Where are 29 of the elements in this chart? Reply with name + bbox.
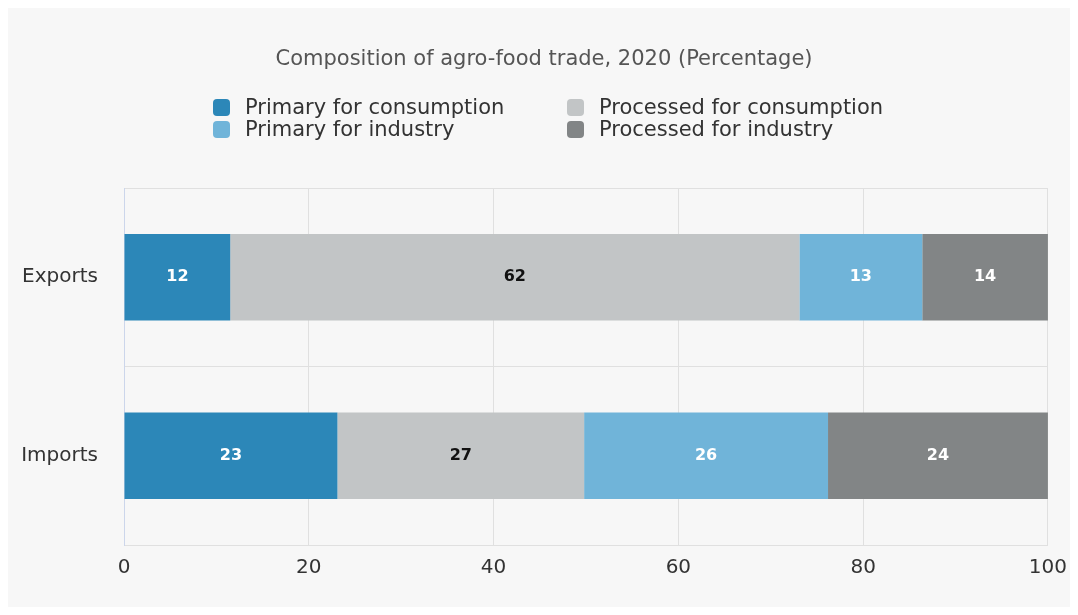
x-tick-label: 0	[117, 554, 131, 579]
legend-label: Primary for consumption	[245, 95, 505, 119]
legend-label: Processed for industry	[599, 117, 834, 141]
data-label: 12	[166, 266, 189, 286]
data-label: 26	[694, 444, 718, 464]
data-label: 23	[219, 444, 243, 464]
bar	[337, 412, 585, 500]
data-label: 14	[973, 266, 997, 286]
x-tick-label: 40	[480, 554, 507, 579]
y-tick-label: Imports	[21, 441, 98, 466]
legend-label: Primary for industry	[245, 117, 455, 141]
bar	[230, 233, 800, 321]
x-tick-label: 80	[850, 554, 876, 579]
data-label: 62	[503, 266, 526, 286]
bar	[828, 412, 1048, 500]
legend-label: Processed for consumption	[599, 95, 884, 119]
x-tick-label: 100	[1028, 554, 1068, 579]
data-label: 24	[926, 444, 950, 464]
x-tick-label: 20	[296, 554, 322, 579]
data-label: 13	[849, 266, 872, 286]
bar	[799, 233, 923, 321]
y-tick-label: Exports	[22, 263, 98, 288]
bar	[124, 233, 231, 321]
bar	[584, 412, 829, 500]
bar	[124, 412, 338, 500]
bar	[922, 233, 1048, 321]
x-tick-label: 60	[665, 554, 692, 579]
chart-title: Composition of agro-food trade, 2020 (Percentage)	[274, 45, 814, 71]
data-label: 27	[449, 444, 472, 464]
